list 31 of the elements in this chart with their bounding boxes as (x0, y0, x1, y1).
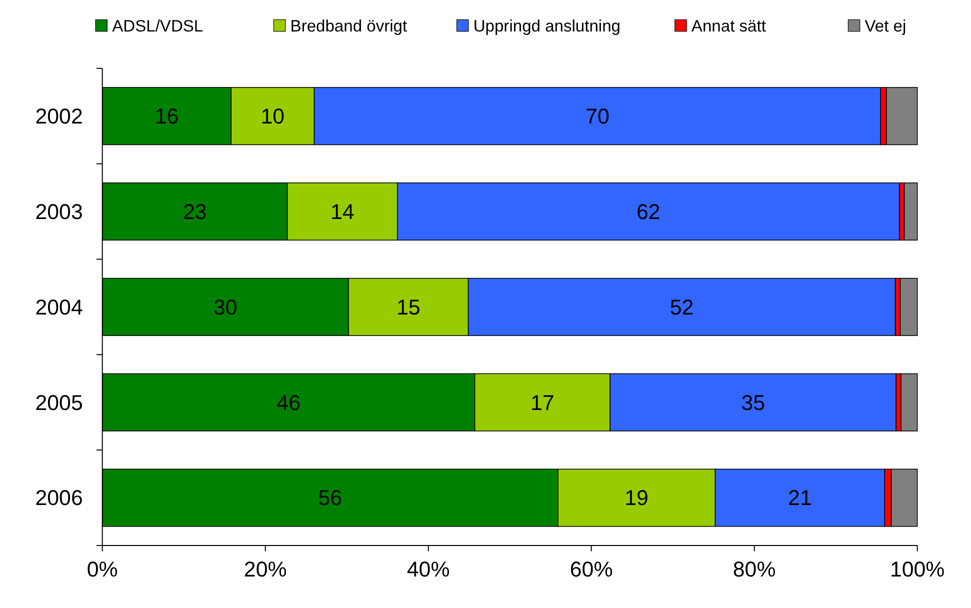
y-tick-label: 2006 (35, 486, 83, 510)
y-tick-label: 2002 (35, 104, 83, 129)
data-label: 15 (396, 295, 420, 320)
data-label: 52 (670, 295, 694, 320)
x-tick-label: 20% (244, 558, 287, 582)
data-label: 62 (636, 200, 660, 224)
y-tick-label: 2005 (35, 390, 83, 415)
legend-label: Annat sätt (691, 16, 766, 36)
y-tick-label: 2003 (35, 200, 83, 224)
legend-label: Bredband övrigt (290, 16, 408, 36)
x-tick-label: 60% (570, 558, 613, 582)
legend-label: ADSL/VDSL (112, 16, 204, 36)
data-label: 56 (318, 486, 342, 510)
data-label: 70 (586, 104, 610, 129)
x-tick-label: 80% (732, 558, 776, 582)
data-label: 21 (788, 486, 812, 510)
data-label: 10 (260, 104, 285, 129)
data-label: 30 (214, 295, 238, 320)
data-label: 35 (741, 390, 766, 415)
data-label: 16 (154, 104, 179, 129)
y-tick-label: 2004 (35, 295, 83, 320)
data-label: 19 (624, 486, 648, 510)
x-tick-label: 40% (406, 558, 450, 582)
data-label: 23 (182, 200, 207, 224)
x-tick-label: 0% (86, 558, 118, 582)
data-label: 17 (530, 390, 554, 415)
data-label: 46 (276, 390, 300, 415)
legend-label: Uppringd anslutning (473, 16, 621, 36)
data-label: 14 (330, 200, 354, 224)
x-tick-label: 100% (890, 558, 945, 582)
legend-label: Vet ej (864, 16, 906, 36)
